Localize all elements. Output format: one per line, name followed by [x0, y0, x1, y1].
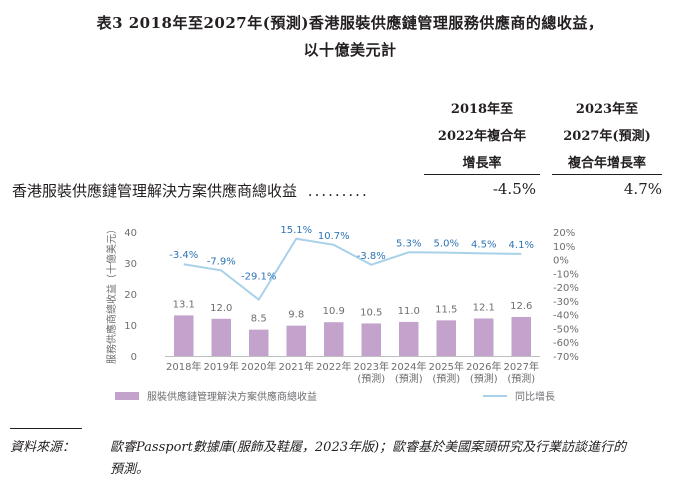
bar-revenue	[249, 329, 269, 356]
bar-value-label: 10.9	[323, 306, 345, 317]
row-label: 香港服裝供應鏈管理解決方案供應商總收益 .........	[12, 180, 369, 201]
cagr-2018-2022-header: 2018年至 2022年複合年 增長率	[424, 96, 540, 177]
leader-dots: .........	[307, 182, 369, 200]
x-tick-label: 2020年	[241, 360, 276, 373]
line-value-label: 5.3%	[396, 238, 421, 249]
source-note: 資料來源： 歐睿Passport數據庫(服飾及鞋履，2023年版)；歐睿基於美國案…	[10, 437, 690, 481]
bar-revenue	[174, 315, 194, 356]
header-line: 增長率	[462, 156, 502, 171]
y2-tick-label: -60%	[553, 338, 579, 349]
x-tick-label: 2026年	[466, 360, 501, 373]
header-line: 2018年至	[450, 102, 514, 117]
source-label: 資料來源：	[10, 440, 76, 455]
bar-value-label: 11.5	[435, 304, 457, 315]
row-label-text: 香港服裝供應鏈管理解決方案供應商總收益	[12, 182, 298, 200]
line-value-label: -29.1%	[241, 272, 276, 283]
header-underline	[552, 174, 662, 175]
source-text: 歐睿Passport數據庫(服飾及鞋履，2023年版)；歐睿基於美國案頭研究及行…	[110, 440, 627, 455]
bar-revenue	[399, 321, 419, 356]
cagr-2023-2027-header: 2023年至 2027年(預測) 複合年增長率	[552, 96, 662, 177]
x-tick-label: (預測)	[395, 372, 423, 385]
bar-revenue	[436, 320, 456, 356]
bar-revenue	[474, 318, 494, 356]
bar-revenue	[324, 322, 344, 356]
revenue-chart: 0 10 20 30 40 20% 10% 0% -10% -20% -30% -40% -50% -60…	[105, 224, 579, 403]
legend-label-bar: 服裝供應鏈管理解決方案供應商總收益	[147, 390, 317, 403]
y-tick-label: 10	[124, 321, 137, 332]
bar-value-label: 9.8	[288, 310, 304, 321]
source-text-continued: 預測。	[110, 462, 150, 477]
x-tick-label: 2023年	[354, 360, 389, 373]
y2-tick-label: 10%	[553, 242, 575, 253]
line-value-label: 5.0%	[434, 239, 459, 250]
y-tick-label: 30	[124, 259, 137, 270]
x-tick-label: 2021年	[279, 360, 314, 373]
y2-tick-label: -70%	[553, 352, 579, 363]
x-tick-label: 2019年	[204, 360, 239, 373]
footnote-rule	[10, 428, 82, 429]
y2-tick-label: -40%	[553, 311, 579, 322]
y2-tick-label: 0%	[553, 256, 569, 267]
x-tick-label: 2022年	[316, 360, 351, 373]
y-axis-label: 服務供應商總收益（十億美元）	[105, 224, 118, 364]
line-value-label: -3.4%	[169, 250, 198, 261]
bar-revenue	[211, 318, 231, 356]
x-tick-label: (預測)	[432, 372, 460, 385]
line-value-label: 4.1%	[509, 240, 534, 251]
y2-tick-label: -50%	[553, 324, 579, 335]
y-tick-label: 20	[124, 290, 137, 301]
legend-label-line: 同比增長	[515, 390, 555, 403]
y2-tick-label: -20%	[553, 283, 579, 294]
bar-value-label: 12.6	[510, 301, 532, 312]
header-line: 2023年至	[575, 102, 639, 117]
bar-revenue	[361, 323, 381, 356]
y2-tick-label: -30%	[553, 297, 579, 308]
x-tick-label: 2027年	[504, 360, 539, 373]
y-tick-label: 0	[131, 352, 137, 363]
line-value-label: 10.7%	[318, 231, 350, 242]
cagr-2023-2027-value: 4.7%	[623, 180, 662, 198]
bar-value-label: 11.0	[398, 306, 420, 317]
bar-value-label: 13.1	[173, 299, 195, 310]
header-underline	[424, 174, 540, 175]
bar-value-label: 10.5	[360, 307, 382, 318]
x-tick-label: 2025年	[429, 360, 464, 373]
header-line: 2022年複合年	[437, 129, 527, 144]
line-value-label: -7.9%	[207, 256, 236, 267]
legend-swatch-bar	[115, 392, 139, 400]
x-tick-label: (預測)	[507, 372, 535, 385]
line-value-label: 4.5%	[471, 239, 496, 250]
bar-value-label: 8.5	[251, 314, 267, 325]
bar-revenue	[286, 325, 306, 356]
x-tick-label: (預測)	[470, 372, 498, 385]
cagr-2018-2022-value: -4.5%	[492, 180, 536, 198]
table-title: 表3 2018年至2027年(預測)香港服裝供應鏈管理服務供應商的總收益，	[96, 14, 604, 32]
bar-revenue	[511, 316, 531, 356]
bar-value-label: 12.1	[473, 302, 495, 313]
x-tick-label: 2024年	[391, 360, 426, 373]
y-tick-label: 40	[124, 228, 137, 239]
header-line: 2027年(預測)	[563, 129, 651, 144]
y2-tick-label: 20%	[553, 228, 575, 239]
bar-value-label: 12.0	[210, 303, 232, 314]
x-tick-label: (預測)	[357, 372, 385, 385]
y2-tick-label: -10%	[553, 269, 579, 280]
line-value-label: -3.8%	[357, 251, 386, 262]
x-tick-label: 2018年	[166, 360, 201, 373]
yoy-growth-line	[183, 237, 522, 302]
table-title-unit: 以十億美元計	[303, 41, 397, 59]
line-value-label: 15.1%	[280, 225, 312, 236]
header-line: 複合年增長率	[567, 156, 646, 171]
